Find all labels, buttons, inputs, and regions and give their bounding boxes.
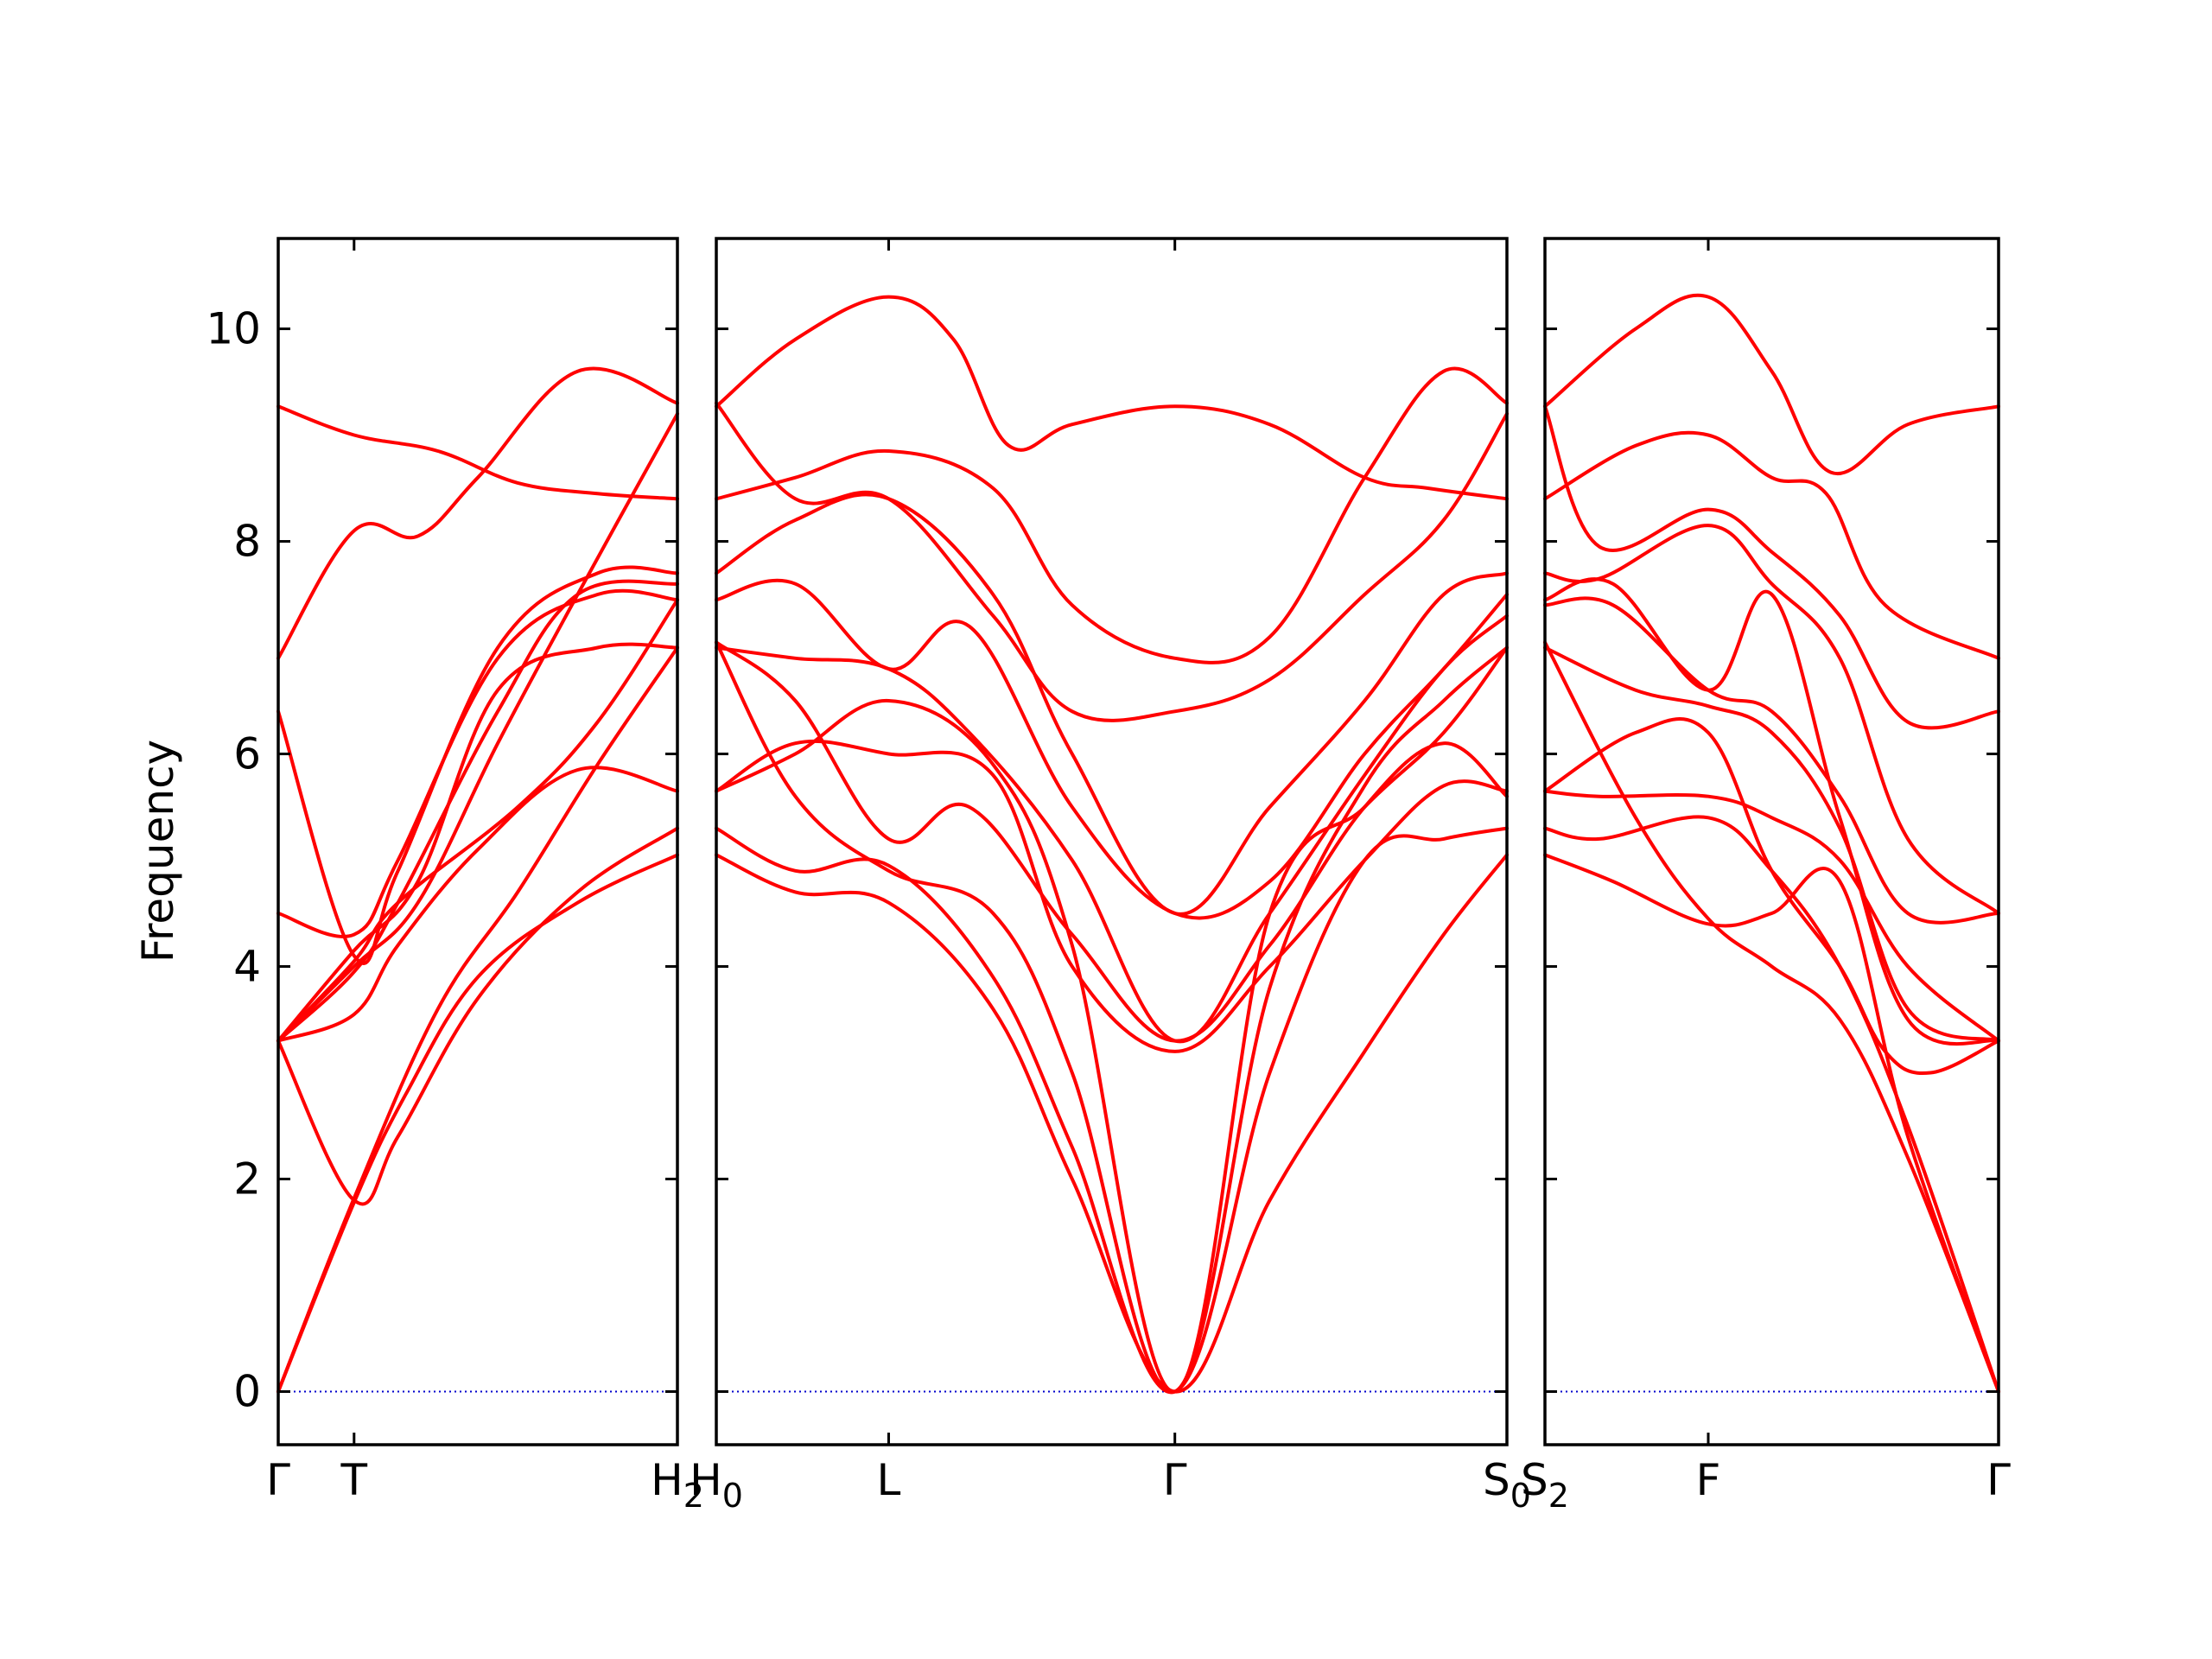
y-tick-label: 4	[233, 942, 261, 992]
x-tick-label: L	[877, 1455, 901, 1505]
band-line-3	[715, 401, 1509, 722]
band-line-4	[276, 766, 679, 1043]
band-line-1	[276, 645, 679, 1394]
band-line-12	[276, 642, 679, 1043]
band-line-11	[276, 411, 679, 1043]
band-line-4	[715, 493, 1509, 916]
band-line-1	[715, 295, 1509, 501]
band-line-2	[276, 853, 679, 1394]
band-line-11	[1543, 853, 2000, 1394]
band-line-3	[276, 826, 679, 1206]
x-tick-label-subscript: 0	[1510, 1477, 1531, 1515]
x-tick-label-subscript: 2	[683, 1477, 704, 1515]
y-tick-label: 2	[233, 1154, 261, 1205]
x-tick-label-main: H	[651, 1455, 683, 1505]
band-line-10	[276, 404, 679, 501]
band-line-12	[1543, 640, 2000, 1394]
band-line-8	[1543, 789, 2000, 1043]
panel-3: S2 F Γ	[1521, 237, 2011, 1515]
band-line-7	[715, 640, 1509, 1043]
x-tick-label-main: S	[1521, 1455, 1548, 1505]
band-line-11	[715, 853, 1509, 1394]
panel-frame	[715, 237, 1509, 1446]
band-line-4	[1543, 524, 2000, 915]
x-tick-label-subscript: 2	[1548, 1477, 1569, 1515]
band-line-7	[276, 598, 679, 1043]
y-tick-label: 6	[233, 729, 261, 779]
band-line-8	[715, 739, 1509, 1053]
x-tick-label: S2	[1521, 1455, 1569, 1515]
band-line-8	[276, 579, 679, 1043]
band-line-7	[1543, 645, 2000, 1043]
band-line-6	[276, 565, 679, 965]
x-tick-label: Γ	[1986, 1455, 2011, 1505]
band-line-10	[715, 826, 1509, 1395]
x-tick-label: Γ	[266, 1455, 290, 1505]
band-line-9	[276, 366, 679, 660]
band-line-3	[1543, 404, 2000, 730]
band-line-9	[1543, 717, 2000, 1075]
band-line-2	[1543, 430, 2000, 660]
y-axis-label: Frequency	[133, 740, 183, 963]
panel-frame	[276, 237, 679, 1446]
panel-2: H0 L Γ S0	[690, 237, 1531, 1515]
band-line-9	[715, 645, 1509, 1394]
band-line-5	[1543, 577, 2000, 1046]
x-tick-label: S0	[1483, 1455, 1531, 1515]
y-tick-label: 10	[206, 304, 261, 354]
band-line-10	[1543, 815, 2000, 1394]
x-tick-label: F	[1696, 1455, 1721, 1505]
x-tick-label-subscript: 0	[722, 1477, 743, 1515]
y-tick-label: 8	[233, 517, 261, 567]
y-tick-label: 0	[233, 1367, 261, 1417]
band-line-2	[715, 366, 1509, 664]
x-tick-label: T	[340, 1455, 368, 1505]
x-tick-label: H2	[651, 1455, 704, 1515]
band-line-12	[715, 640, 1509, 1395]
band-line-6	[1543, 596, 2000, 925]
band-line-5	[715, 578, 1509, 920]
x-tick-label: Γ	[1163, 1455, 1187, 1505]
panel-frame	[1543, 237, 2000, 1446]
x-tick-label-main: S	[1483, 1455, 1510, 1505]
x-tick-label-main: H	[690, 1455, 722, 1505]
band-line-5	[276, 588, 679, 938]
band-line-1	[1543, 293, 2000, 476]
band-line-6	[715, 613, 1509, 1044]
x-tick-label: H0	[690, 1455, 743, 1515]
